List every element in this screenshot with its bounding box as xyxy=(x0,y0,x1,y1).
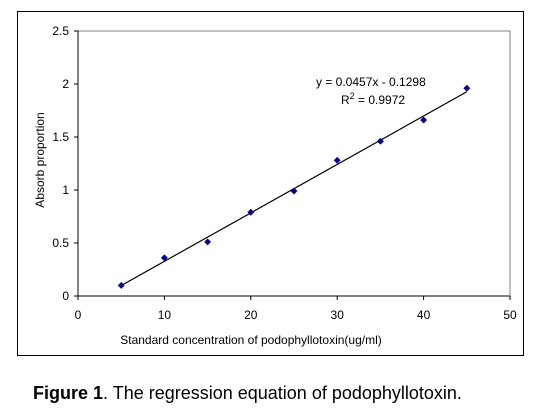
data-point xyxy=(204,238,212,246)
tick-labels: 0 0.5 1 1.5 2 2.5 0 10 20 30 40 50 xyxy=(52,24,517,322)
data-points xyxy=(117,84,471,289)
x-tick-label: 10 xyxy=(158,308,172,322)
x-tick-label: 30 xyxy=(331,308,345,322)
x-tick-label: 0 xyxy=(75,308,82,322)
y-tick-label: 2.5 xyxy=(52,24,69,38)
y-axis-title: Absorb proportion xyxy=(33,112,47,207)
data-point xyxy=(420,116,428,124)
data-point xyxy=(247,208,255,216)
data-point xyxy=(290,187,298,195)
x-tick-label: 20 xyxy=(244,308,258,322)
y-tick-label: 1 xyxy=(62,183,69,197)
r-squared-label: R2 = 0.9972 xyxy=(341,91,405,107)
data-point xyxy=(117,281,125,289)
regression-equation: y = 0.0457x - 0.1298 xyxy=(316,75,426,89)
y-tick-label: 0 xyxy=(62,289,69,303)
caption-figure-number: Figure 1 xyxy=(33,383,104,403)
caption-text: . The regression equation of podophyllot… xyxy=(103,383,462,403)
axes xyxy=(77,30,511,297)
data-point xyxy=(160,254,168,262)
y-tick-label: 0.5 xyxy=(52,236,69,250)
plot-area-border xyxy=(77,30,511,297)
figure-caption: Figure 1. The regression equation of pod… xyxy=(33,383,462,404)
y-tick-label: 1.5 xyxy=(52,130,69,144)
y-tick-label: 2 xyxy=(62,77,69,91)
x-tick-label: 40 xyxy=(417,308,431,322)
regression-chart: 0 0.5 1 1.5 2 2.5 0 10 20 30 40 50 y = 0.0457x - 0.… xyxy=(33,24,517,347)
data-point xyxy=(333,156,341,164)
x-axis-title: Standard concentration of podophyllotoxi… xyxy=(120,333,382,347)
data-point xyxy=(376,137,384,145)
chart-frame: 0 0.5 1 1.5 2 2.5 0 10 20 30 40 50 y = 0.0457x - 0.… xyxy=(17,11,524,356)
data-point xyxy=(463,84,471,92)
x-tick-label: 50 xyxy=(503,308,517,322)
